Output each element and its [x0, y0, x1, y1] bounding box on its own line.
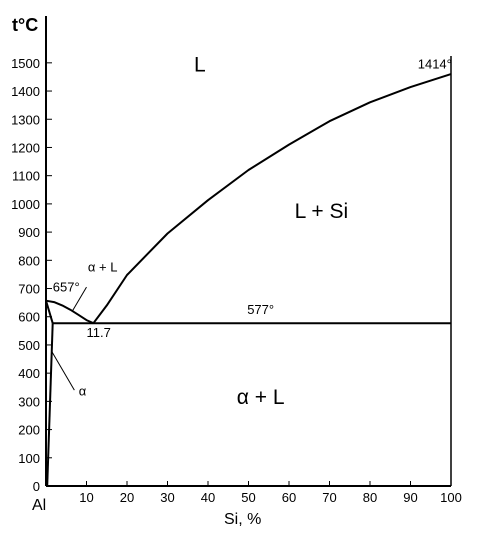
x-tick-label: 80	[363, 490, 377, 505]
alpha-pointer	[50, 350, 75, 391]
x-origin-label: Al	[32, 497, 46, 514]
region-label: L	[194, 53, 206, 76]
annotation-label: 577°	[247, 302, 274, 317]
y-tick-label: 1100	[12, 169, 40, 184]
y-tick-label: 0	[33, 479, 40, 494]
y-tick-label: 200	[18, 423, 40, 438]
region-label: L + Si	[295, 200, 349, 223]
phase-curves	[45, 73, 452, 487]
y-axis-title: t°C	[12, 15, 38, 35]
y-tick-label: 1300	[11, 112, 40, 127]
y-tick-label: 1500	[11, 56, 40, 71]
labels: t°C Si, % Al	[12, 15, 261, 528]
tick-labels: 0 100 200 300 400 500 600 700 800 900 1000 1100 1200…	[11, 56, 462, 505]
annotation-label: α + L	[88, 260, 118, 275]
y-tick-label: 1200	[11, 140, 40, 155]
y-tick-label: 400	[18, 366, 40, 381]
phase-line-0	[45, 299, 94, 325]
annotation-label: 1414°	[418, 56, 452, 71]
x-tick-label: 70	[322, 490, 336, 505]
y-tick-label: 300	[18, 394, 40, 409]
x-tick-label: 50	[241, 490, 255, 505]
x-axis-title: Si, %	[224, 511, 261, 528]
y-tick-label: 1400	[11, 84, 40, 99]
annotation-label: 11.7	[86, 325, 110, 340]
x-tick-label: 40	[201, 490, 215, 505]
annotations: 1414° 657° 577° 11.7 α + L α L L + Si α + L	[53, 53, 452, 409]
y-tick-label: 800	[18, 253, 40, 268]
y-tick-label: 600	[18, 310, 40, 325]
phase-line-3	[46, 323, 54, 487]
x-tick-label: 30	[160, 490, 174, 505]
x-tick-label: 10	[79, 490, 93, 505]
plot-frame	[45, 16, 452, 487]
y-tick-label: 500	[18, 338, 40, 353]
y-tick-label: 700	[18, 282, 40, 297]
phase-line-2	[45, 300, 54, 324]
y-tick-label: 900	[18, 225, 40, 240]
y-tick-label: 100	[18, 451, 40, 466]
annotation-label: α	[79, 384, 87, 399]
region-label: α + L	[237, 386, 285, 409]
phase-line-1	[92, 73, 452, 324]
y-tick-label: 1000	[11, 197, 40, 212]
x-tick-label: 20	[120, 490, 134, 505]
x-tick-label: 60	[282, 490, 296, 505]
annotation-label: 657°	[53, 279, 80, 294]
x-tick-label: 90	[403, 490, 417, 505]
x-tick-label: 100	[440, 490, 462, 505]
alpha-l-pointer	[71, 286, 87, 312]
